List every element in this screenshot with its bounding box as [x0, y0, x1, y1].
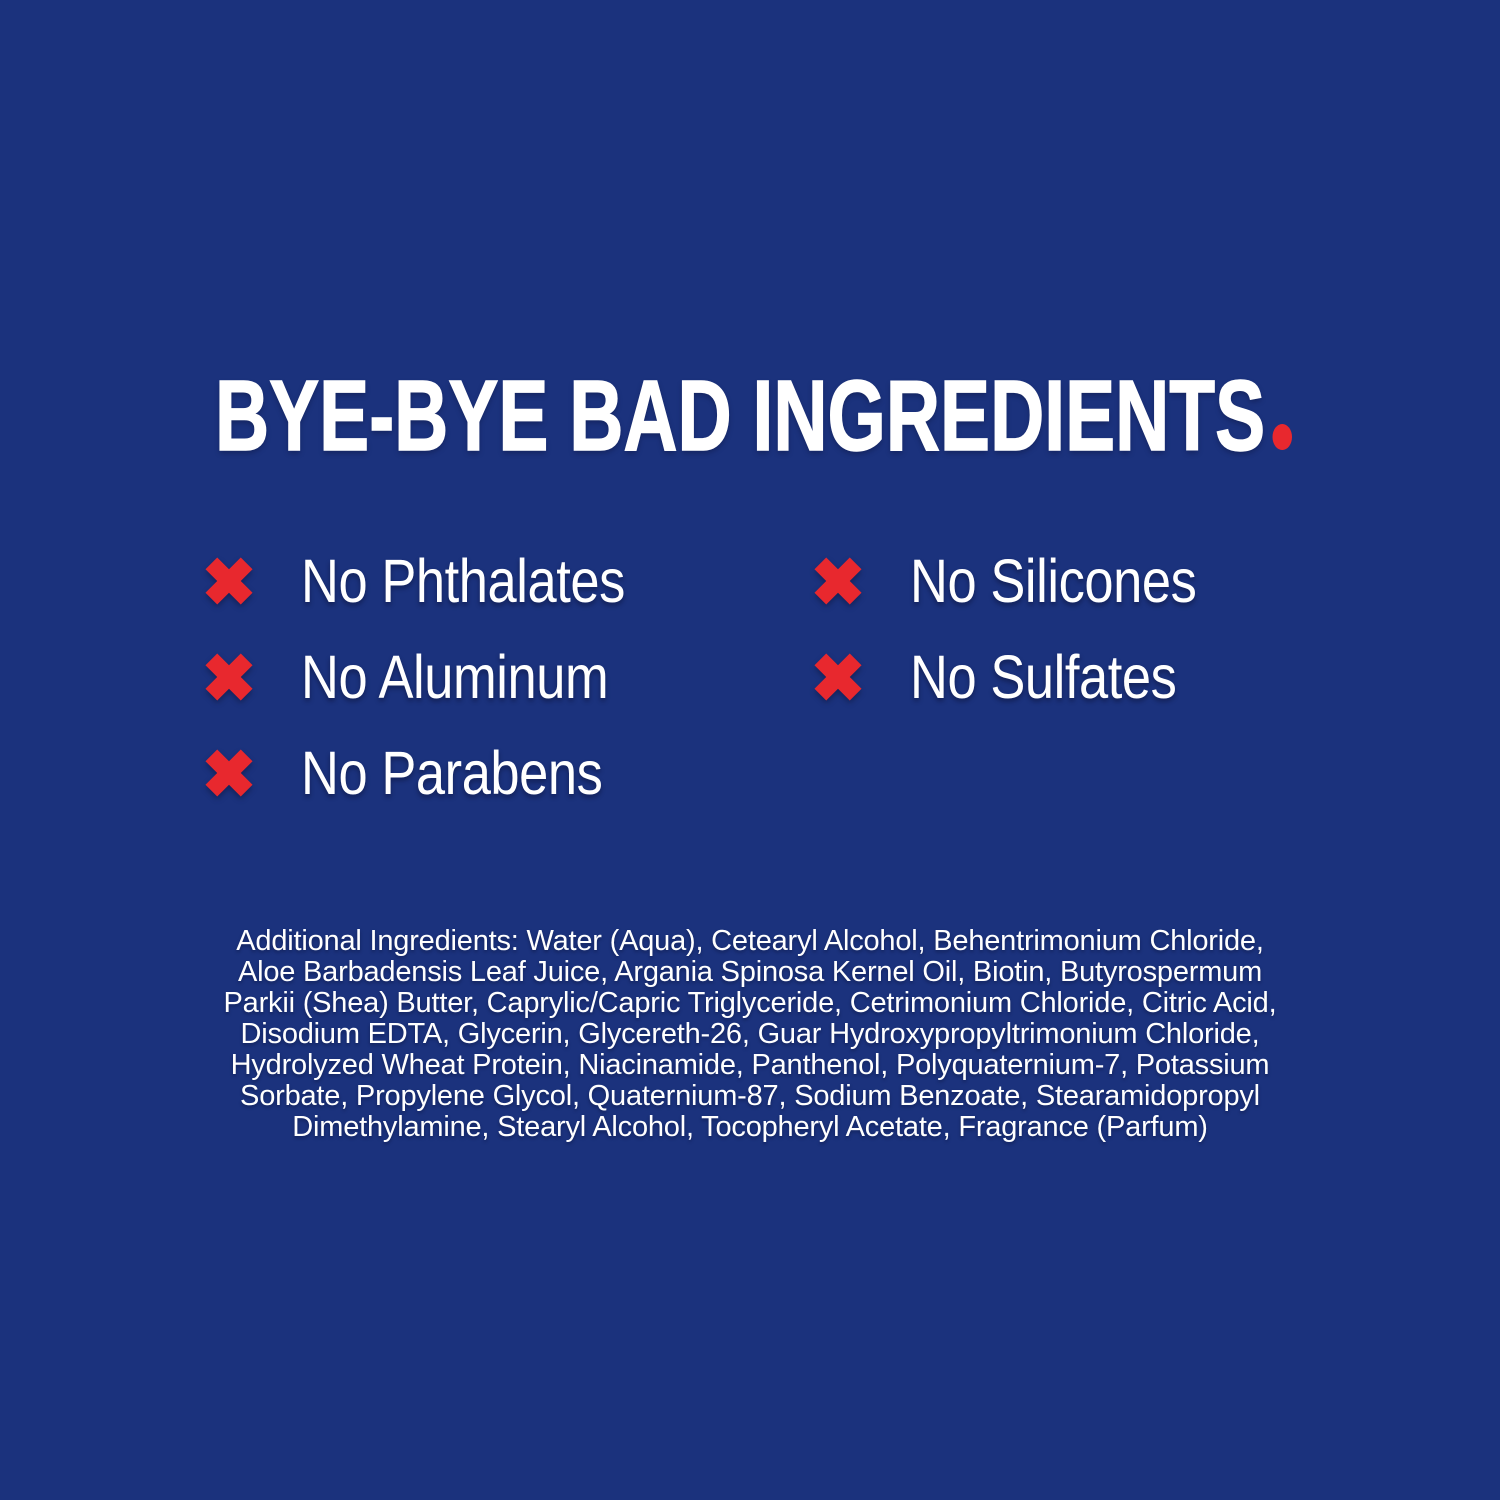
ingredients-line: Disodium EDTA, Glycerin, Glycereth-26, G…: [240, 1018, 1260, 1050]
ingredients-line: Parkii (Shea) Butter, Caprylic/Capric Tr…: [223, 987, 1277, 1019]
x-mark-icon: [205, 557, 253, 605]
claim-no-aluminum: No Aluminum: [203, 642, 658, 711]
ingredients-line: Sorbate, Propylene Glycol, Quaternium-87…: [240, 1080, 1260, 1112]
claim-label: No Silicones: [910, 546, 1197, 615]
ingredients-line: Dimethylamine, Stearyl Alcohol, Tocopher…: [292, 1111, 1208, 1143]
claim-label: No Aluminum: [301, 642, 609, 711]
claim-label: No Sulfates: [910, 642, 1177, 711]
x-mark-icon: [814, 557, 862, 605]
ingredients-line: Aloe Barbadensis Leaf Juice, Argania Spi…: [237, 956, 1263, 988]
x-mark-icon: [205, 749, 253, 797]
claim-no-silicones: No Silicones: [812, 546, 1243, 615]
claim-no-parabens: No Parabens: [203, 738, 652, 807]
ingredients-paragraph: Additional Ingredients: Water (Aqua), Ce…: [0, 926, 1500, 1143]
ingredients-line: Hydrolyzed Wheat Protein, Niacinamide, P…: [230, 1049, 1270, 1081]
x-mark-icon: [814, 653, 862, 701]
x-mark-icon: [205, 653, 253, 701]
claim-label: No Parabens: [301, 738, 603, 807]
title-period-dot: .: [1272, 424, 1293, 450]
claim-no-sulfates: No Sulfates: [812, 642, 1220, 711]
page-title-text: BYE-BYE BAD INGREDIENTS: [214, 360, 1266, 472]
claim-label: No Phthalates: [301, 546, 625, 615]
page-title: BYE-BYE BAD INGREDIENTS.: [214, 365, 1293, 467]
ingredients-line: Additional Ingredients: Water (Aqua), Ce…: [236, 925, 1264, 957]
claim-no-phthalates: No Phthalates: [203, 546, 678, 615]
